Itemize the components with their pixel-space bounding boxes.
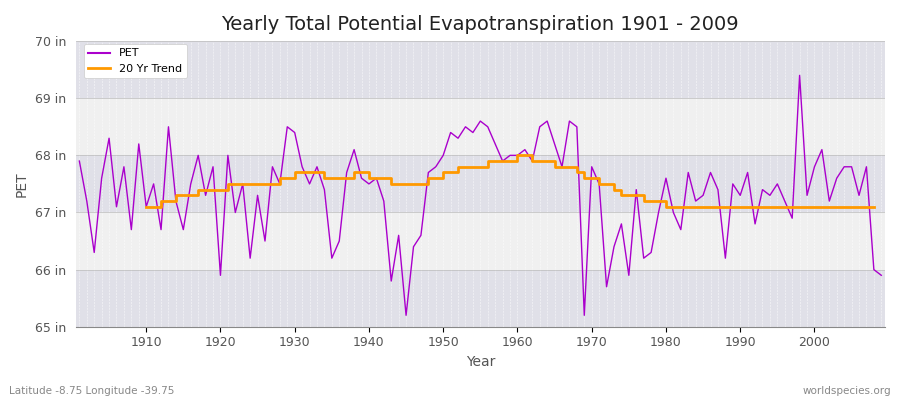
Title: Yearly Total Potential Evapotranspiration 1901 - 2009: Yearly Total Potential Evapotranspiratio… [221, 15, 739, 34]
Bar [76, 41, 885, 98]
Bar [76, 98, 885, 155]
Legend: PET, 20 Yr Trend: PET, 20 Yr Trend [84, 44, 187, 78]
Y-axis label: PET: PET [15, 171, 29, 197]
X-axis label: Year: Year [465, 355, 495, 369]
Bar [76, 270, 885, 327]
Text: Latitude -8.75 Longitude -39.75: Latitude -8.75 Longitude -39.75 [9, 386, 175, 396]
Text: worldspecies.org: worldspecies.org [803, 386, 891, 396]
Bar [76, 155, 885, 212]
Bar [76, 212, 885, 270]
